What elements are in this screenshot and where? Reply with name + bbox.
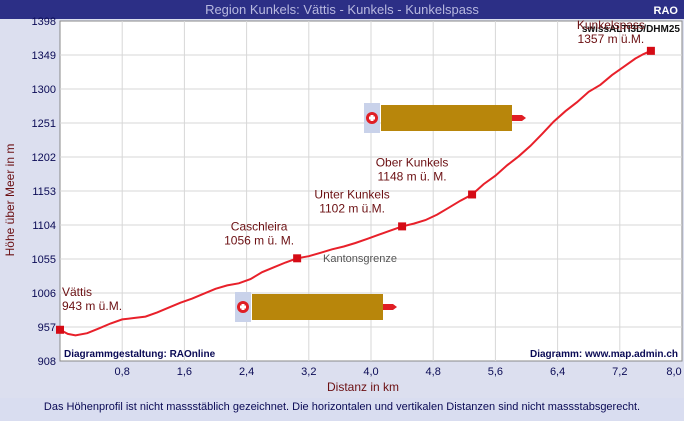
trail-sign-lower (235, 292, 397, 322)
waypoint-markers (56, 46, 655, 334)
x-tick-label: 0,8 (115, 366, 130, 378)
x-tick-label: 1,6 (177, 366, 192, 378)
y-tick-label: 1251 (32, 118, 56, 130)
y-tick-label: 1006 (32, 288, 56, 300)
sign-arrow-icon (383, 304, 397, 310)
y-tick-label: 1398 (32, 16, 56, 28)
x-tick-label: 4,0 (363, 366, 378, 378)
x-axis-ticks: 0,8 1,6 2,4 3,2 4,0 4,8 5,6 6,4 7,2 8,0 (115, 366, 682, 378)
y-axis-label: Höhe über Meer in m (3, 144, 17, 257)
x-tick-label: 3,2 (301, 366, 316, 378)
source-label: swissALTI3D/DHM25 (582, 24, 681, 35)
trail-sign-upper (364, 103, 526, 133)
title-bar (0, 0, 684, 19)
waypoint-elevation: 1148 m ü. M. (378, 169, 447, 183)
y-tick-label: 908 (38, 356, 56, 368)
sign-board (381, 105, 512, 131)
chart-title: Region Kunkels: Vättis - Kunkels - Kunke… (205, 2, 479, 17)
x-tick-label: 8,0 (666, 366, 681, 378)
waypoint-marker (293, 254, 302, 263)
waypoint-name: Ober Kunkels (376, 155, 449, 169)
x-tick-label: 7,2 (612, 366, 627, 378)
y-tick-label: 1300 (32, 84, 56, 96)
series-elevation-line (59, 49, 652, 337)
y-tick-label: 1349 (32, 50, 56, 62)
footer-note: Das Höhenprofil ist nicht massstäblich g… (0, 398, 684, 421)
waypoint-marker (56, 325, 64, 334)
x-tick-label: 6,4 (550, 366, 565, 378)
waypoint-name: Unter Kunkels (314, 187, 389, 201)
y-tick-label: 1104 (32, 220, 56, 232)
x-tick-label: 4,8 (426, 366, 441, 378)
y-tick-label: 1055 (32, 254, 56, 266)
y-tick-label: 1153 (32, 186, 56, 198)
waypoint-elevation: 1056 m ü. M. (224, 233, 294, 247)
rao-badge: RAO (654, 5, 679, 17)
waypoint-elevation: 1357 m ü.M. (578, 32, 645, 46)
y-tick-label: 957 (38, 322, 56, 334)
sign-arrow-icon (512, 115, 526, 121)
waypoint-marker (646, 46, 655, 55)
waypoint-name: Kunkelspass (577, 18, 645, 32)
waypoint-name: Vättis (62, 285, 92, 299)
sign-board (252, 294, 383, 320)
y-tick-label: 1202 (32, 152, 56, 164)
swiss-cross-v (241, 304, 245, 310)
waypoint-elevation: 943 m ü.M. (62, 299, 122, 313)
swiss-cross-v (370, 115, 374, 121)
elevation-profile-chart: Region Kunkels: Vättis - Kunkels - Kunke… (0, 0, 684, 394)
waypoint-marker (398, 222, 407, 231)
credit-right: Diagramm: www.map.admin.ch (530, 349, 678, 360)
region-note: Kantonsgrenze (323, 253, 397, 265)
waypoint-name: Caschleira (231, 219, 288, 233)
x-tick-label: 5,6 (488, 366, 503, 378)
credit-left: Diagrammgestaltung: RAOnline (64, 349, 216, 360)
y-axis-ticks: 908 957 1006 1055 1104 1153 1202 1251 1300 1349 13… (32, 16, 56, 368)
x-tick-label: 2,4 (239, 366, 254, 378)
x-axis-label: Distanz in km (327, 380, 399, 394)
waypoint-marker (468, 190, 477, 199)
waypoint-elevation: 1102 m ü.M. (319, 201, 385, 215)
